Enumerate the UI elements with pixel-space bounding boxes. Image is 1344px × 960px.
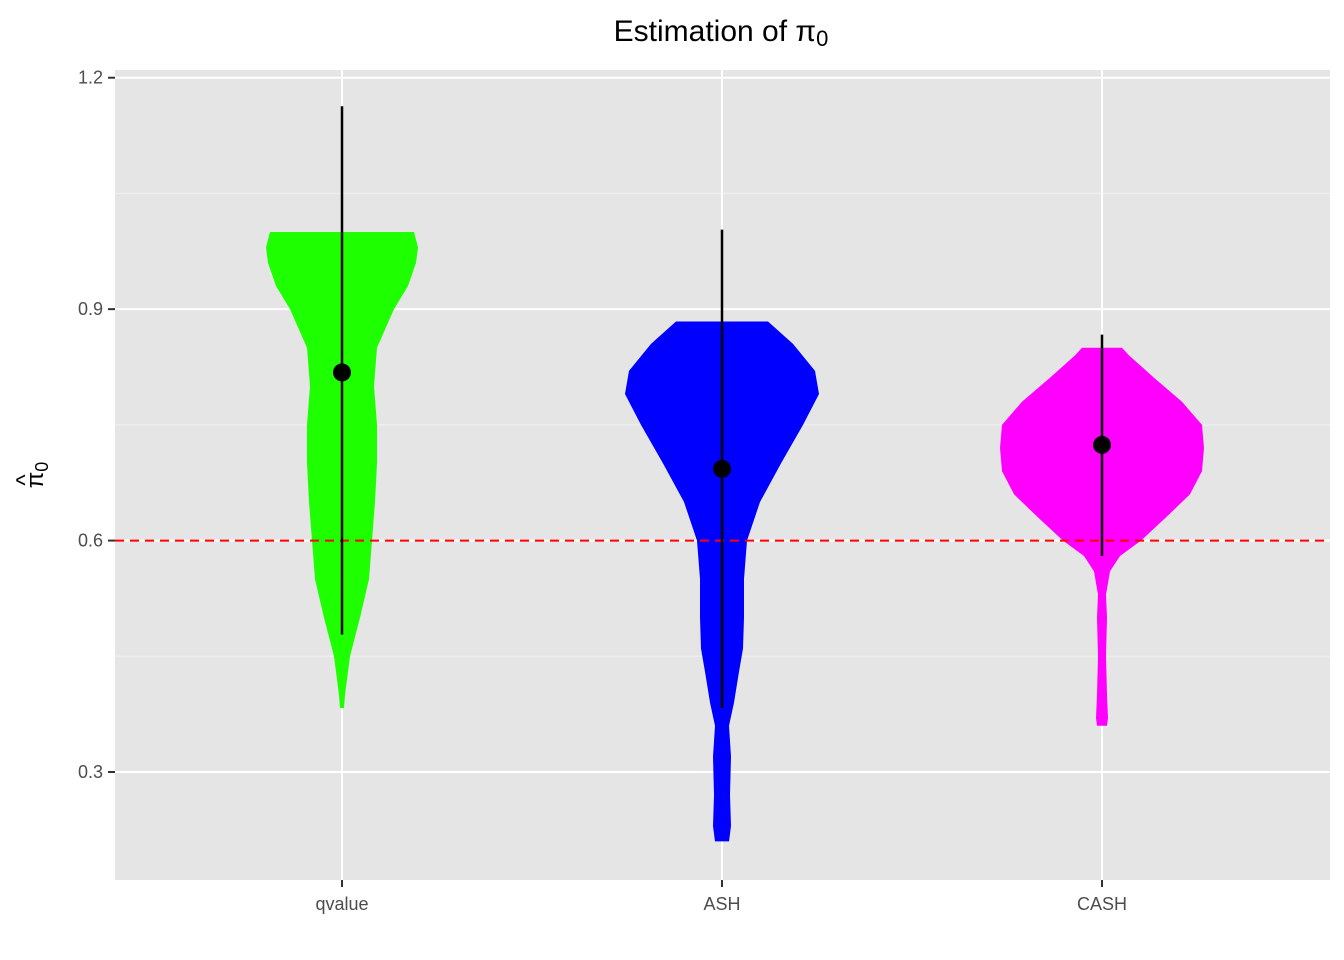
y-tick-label: 1.2	[78, 68, 103, 88]
y-axis-title: π0 ^	[12, 462, 52, 489]
y-axis-title-symbol: π	[22, 472, 49, 489]
y-tick-label: 0.6	[78, 531, 103, 551]
chart-title-subscript: 0	[816, 26, 828, 51]
x-axis: qvalue ASH CASH	[315, 880, 1127, 914]
chart-title-symbol: π	[795, 15, 816, 48]
y-axis-title-hat: ^	[12, 474, 39, 486]
mean-point-qvalue	[333, 363, 351, 382]
y-axis: 0.3 0.6 0.9 1.2	[78, 68, 115, 782]
y-axis-title-subscript: 0	[32, 462, 52, 472]
x-tick-label: qvalue	[315, 894, 368, 914]
mean-point-ash	[713, 459, 731, 478]
y-tick-label: 0.9	[78, 299, 103, 319]
mean-points	[333, 363, 1111, 478]
chart-title: Estimation of π0	[614, 15, 829, 51]
y-tick-label: 0.3	[78, 762, 103, 782]
svg-text:π0: π0	[22, 462, 52, 489]
x-tick-label: CASH	[1077, 894, 1127, 914]
mean-point-cash	[1093, 435, 1111, 454]
x-tick-label: ASH	[703, 894, 740, 914]
chart-title-text: Estimation of	[614, 15, 796, 48]
